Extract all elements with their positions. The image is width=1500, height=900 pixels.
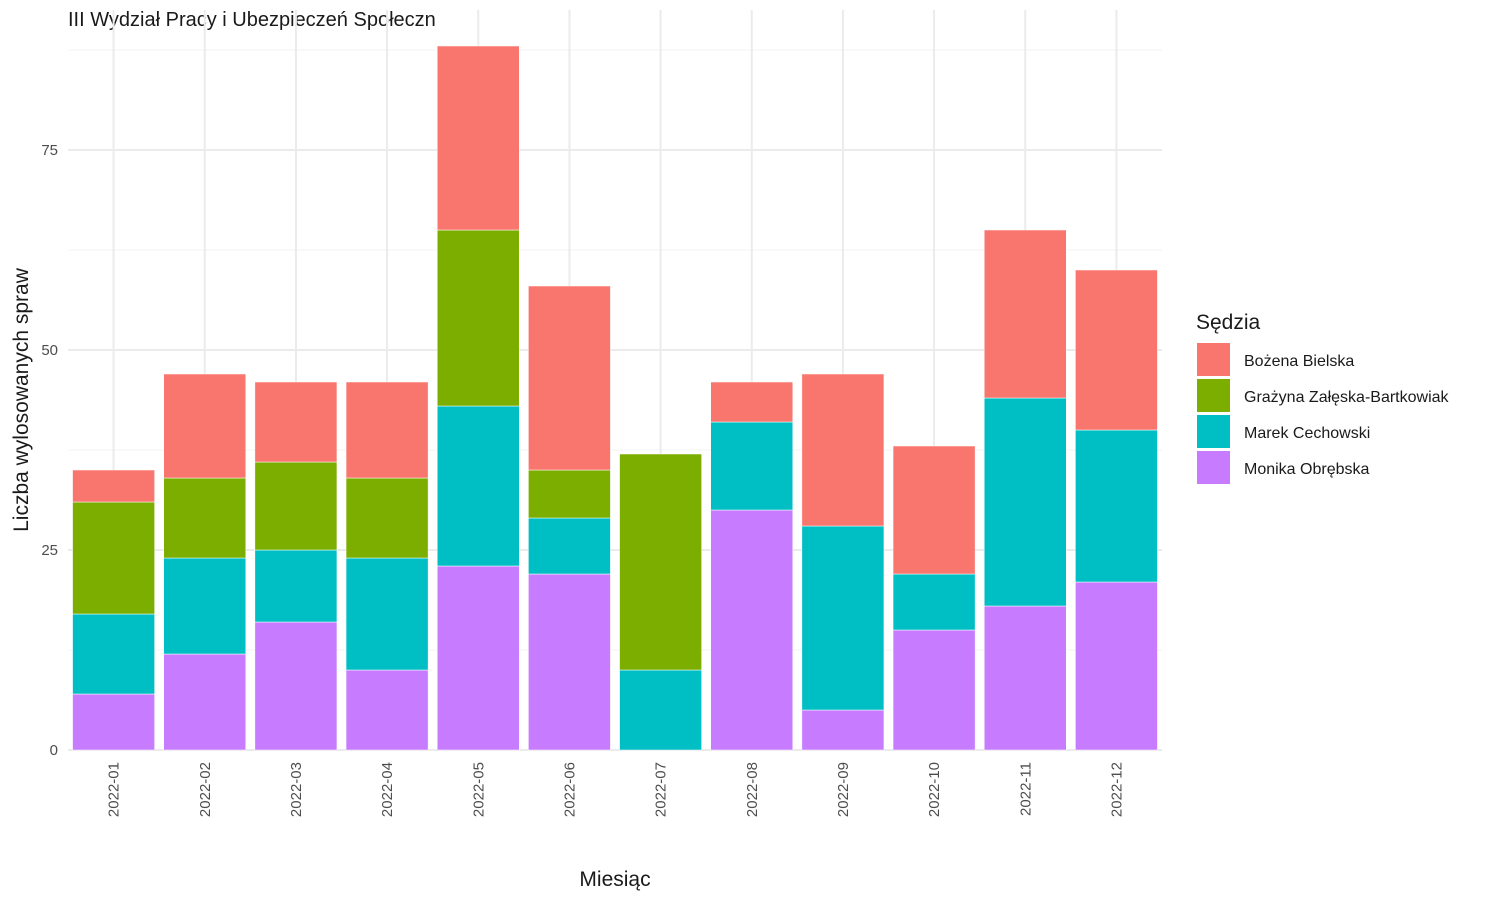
legend-swatch (1197, 415, 1230, 448)
y-tick-label: 25 (41, 542, 58, 559)
legend-label: Bożena Bielska (1244, 353, 1354, 370)
bar-segment (345, 669, 429, 751)
y-axis-title: Liczba wylosowanych spraw (10, 267, 33, 532)
bar-segment (163, 653, 247, 751)
x-tick-label: 2022-02 (197, 762, 214, 817)
y-tick-label: 50 (41, 342, 58, 359)
bar-segment (345, 477, 429, 559)
bar-segment (528, 285, 611, 471)
bar-segment (72, 469, 155, 503)
x-tick-label: 2022-06 (561, 762, 578, 817)
bar-segment (254, 381, 338, 463)
bar-segment (983, 397, 1067, 607)
bar-segment (892, 445, 976, 575)
bar-segment (436, 45, 520, 231)
bar-segment (710, 509, 794, 751)
legend-swatch (1197, 343, 1230, 376)
bar-segment (983, 229, 1067, 399)
x-axis-title: Miesiąc (579, 868, 650, 891)
bar-segment (436, 229, 520, 407)
bar-segment (436, 405, 520, 567)
bar-segment (528, 469, 611, 519)
legend-label: Monika Obrębska (1244, 461, 1369, 478)
bar-segment (163, 477, 247, 559)
x-tick-label: 2022-11 (1017, 762, 1034, 816)
bar-segment (528, 517, 611, 575)
bar-segment (801, 709, 885, 751)
bar-segment (801, 525, 885, 711)
x-tick-label: 2022-09 (835, 762, 852, 817)
bar-segment (72, 501, 155, 615)
y-tick-label: 75 (41, 142, 58, 159)
x-axis-ticks: 2022-01 2022-02 2022-03 2022-04 2022-05 2022-… (106, 762, 1126, 817)
bar-segment (163, 557, 247, 655)
bar-segment (619, 669, 702, 751)
legend-label: Marek Cechowski (1244, 425, 1370, 442)
bar-segment (436, 565, 520, 751)
bar-segment (1075, 429, 1158, 583)
bar-segment (345, 557, 429, 671)
x-tick-label: 2022-10 (926, 762, 943, 817)
x-tick-label: 2022-07 (653, 762, 670, 817)
bar-segment (1075, 581, 1158, 751)
bar-segment (345, 381, 429, 479)
legend-swatch (1197, 451, 1230, 484)
x-tick-label: 2022-08 (744, 762, 761, 817)
bar-segment (528, 573, 611, 751)
bars (72, 45, 1158, 751)
bar-segment (254, 621, 338, 751)
x-tick-label: 2022-05 (470, 762, 487, 817)
bar-segment (163, 373, 247, 479)
bar-segment (254, 461, 338, 551)
bar-segment (1075, 269, 1158, 431)
bar-segment (892, 573, 976, 631)
y-axis-ticks: 0 25 50 75 (41, 142, 58, 759)
legend: Sędzia Bożena Bielska Grażyna Załęska-Bar… (1196, 311, 1450, 484)
bar-segment (710, 421, 794, 511)
bar-segment (892, 629, 976, 751)
bar-segment (710, 381, 794, 423)
legend-label: Grażyna Załęska-Bartkowiak (1244, 389, 1450, 406)
chart-title: III Wydział Pracy i Ubezpieczeń Społeczn (68, 9, 436, 31)
bar-segment (72, 693, 155, 751)
legend-title: Sędzia (1196, 311, 1261, 334)
bar-segment (983, 605, 1067, 751)
bar-segment (619, 453, 702, 671)
x-tick-label: 2022-04 (379, 762, 396, 817)
y-tick-label: 0 (50, 742, 58, 759)
legend-swatch (1197, 379, 1230, 412)
bar-segment (72, 613, 155, 695)
x-tick-label: 2022-12 (1108, 762, 1125, 817)
bar-segment (801, 373, 885, 527)
x-tick-label: 2022-01 (106, 762, 123, 817)
bar-segment (254, 549, 338, 623)
x-tick-label: 2022-03 (288, 762, 305, 817)
